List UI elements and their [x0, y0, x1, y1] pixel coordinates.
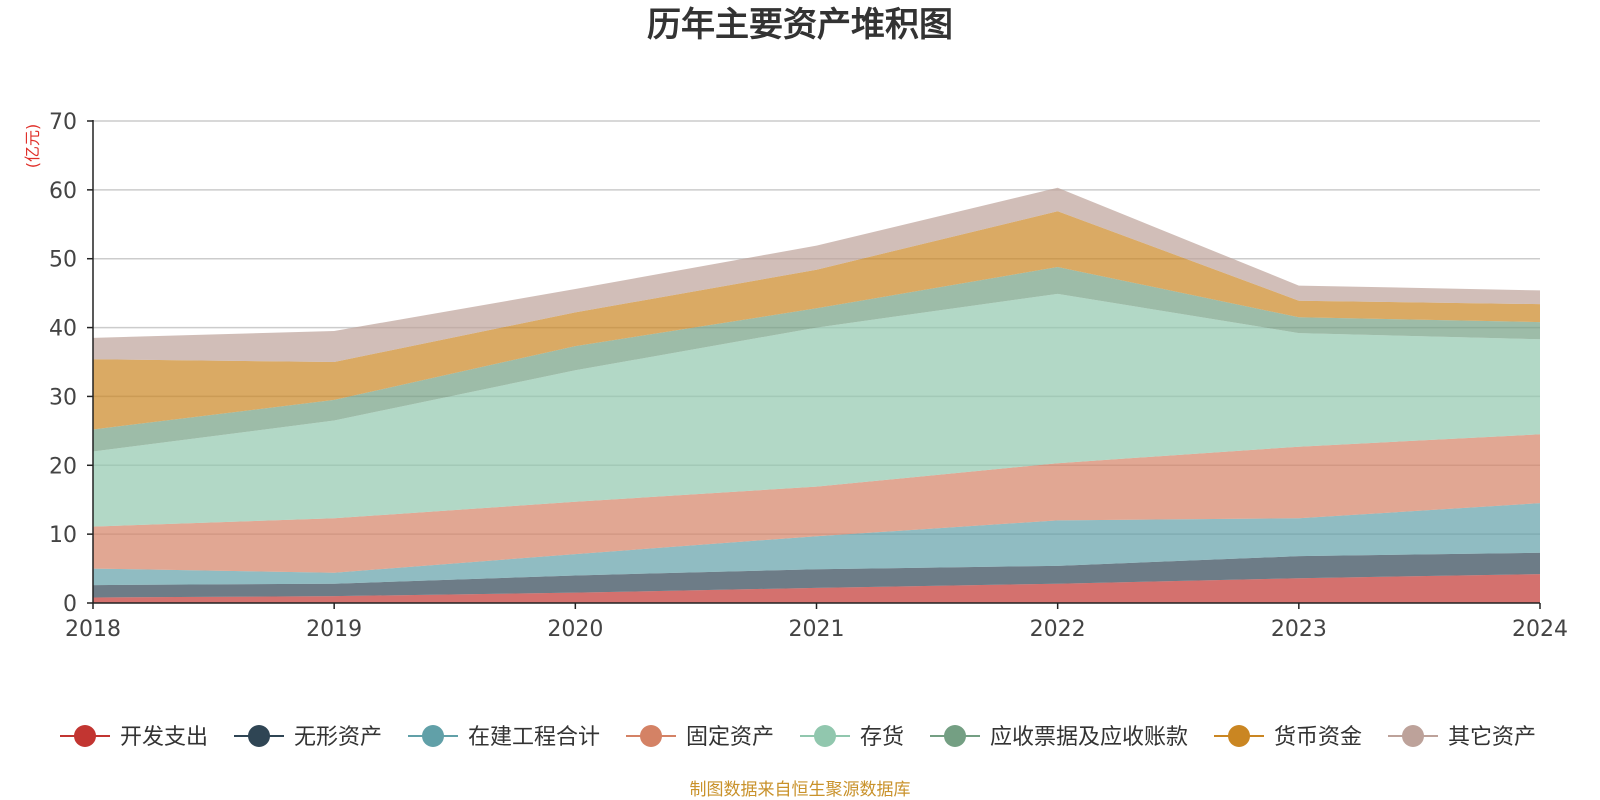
- legend-label: 在建工程合计: [468, 725, 600, 750]
- legend-item-其它资产[interactable]: 其它资产: [1388, 725, 1536, 750]
- legend-marker: [1228, 725, 1250, 747]
- x-tick-label: 2020: [547, 617, 603, 642]
- area-存货[interactable]: [93, 293, 1540, 527]
- y-tick-label: 10: [49, 523, 77, 548]
- legend-label: 其它资产: [1448, 725, 1536, 750]
- legend-marker: [1402, 725, 1424, 747]
- x-tick-label: 2021: [789, 617, 845, 642]
- legend-label: 存货: [860, 725, 904, 750]
- legend-marker: [640, 725, 662, 747]
- area-开发支出[interactable]: [93, 574, 1540, 603]
- legend-marker: [74, 725, 96, 747]
- legend-item-开发支出[interactable]: 开发支出: [60, 725, 208, 750]
- area-其它资产[interactable]: [93, 187, 1540, 362]
- legend-marker: [422, 725, 444, 747]
- y-tick-label: 70: [49, 110, 77, 135]
- legend-marker: [814, 725, 836, 747]
- legend-label: 无形资产: [294, 725, 382, 750]
- legend-label: 应收票据及应收账款: [990, 725, 1188, 750]
- area-series: [93, 187, 1540, 603]
- area-无形资产[interactable]: [93, 552, 1540, 598]
- y-tick-label: 50: [49, 248, 77, 273]
- y-tick-label: 30: [49, 385, 77, 410]
- legend-item-无形资产[interactable]: 无形资产: [234, 725, 382, 750]
- y-tick-label: 60: [49, 179, 77, 204]
- y-tick-label: 0: [63, 592, 77, 617]
- legend-marker: [944, 725, 966, 747]
- legend-item-固定资产[interactable]: 固定资产: [626, 725, 774, 750]
- area-应收票据及应收账款[interactable]: [93, 266, 1540, 452]
- y-axis-unit-label: (亿元): [23, 124, 42, 169]
- x-tick-label: 2019: [306, 617, 362, 642]
- legend-marker: [248, 725, 270, 747]
- x-tick-label: 2023: [1271, 617, 1327, 642]
- legend-item-应收票据及应收账款[interactable]: 应收票据及应收账款: [930, 725, 1188, 750]
- chart-title: 历年主要资产堆积图: [647, 5, 953, 45]
- area-货币资金[interactable]: [93, 211, 1540, 430]
- legend-label: 开发支出: [120, 725, 208, 750]
- legend-item-存货[interactable]: 存货: [800, 725, 904, 750]
- y-tick-label: 20: [49, 454, 77, 479]
- x-tick-label: 2022: [1030, 617, 1086, 642]
- legend-item-货币资金[interactable]: 货币资金: [1214, 725, 1362, 750]
- legend: 开发支出 无形资产 在建工程合计 固定资产 存货 应收票据及应收账款 货币资金 其它资产: [60, 725, 1536, 750]
- y-tick-label: 40: [49, 317, 77, 342]
- legend-item-在建工程合计[interactable]: 在建工程合计: [408, 725, 600, 750]
- source-note: 制图数据来自恒生聚源数据库: [690, 780, 911, 800]
- area-在建工程合计[interactable]: [93, 503, 1540, 586]
- legend-label: 货币资金: [1274, 725, 1362, 750]
- x-tick-label: 2018: [65, 617, 121, 642]
- area-固定资产[interactable]: [93, 434, 1540, 573]
- axes: 0 10 20 30 40 50 60 70 2018 2019 2020 2021 2022 2023 2…: [49, 110, 1568, 642]
- x-tick-label: 2024: [1512, 617, 1568, 642]
- legend-label: 固定资产: [686, 725, 774, 750]
